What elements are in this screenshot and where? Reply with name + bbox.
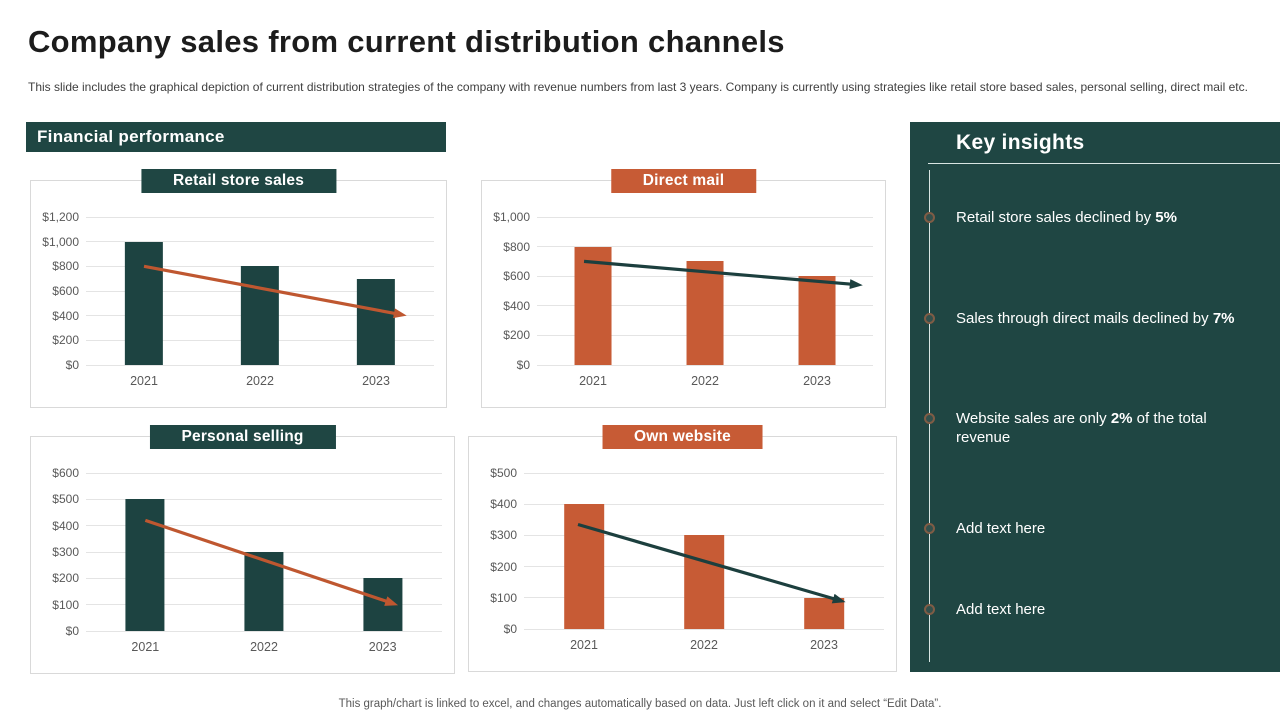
x-axis-tick-label: 2022: [691, 374, 719, 388]
y-axis-tick-label: $1,000: [42, 234, 79, 249]
y-axis-tick-label: $400: [503, 298, 530, 313]
y-axis-tick-label: $0: [65, 358, 79, 372]
bar-2022[interactable]: [240, 266, 280, 365]
chart-retail-store-sales[interactable]: Retail store sales $0 $200 $400 $600 $800 $1,…: [30, 169, 447, 408]
bar-2021[interactable]: [124, 241, 164, 365]
gridline: [86, 216, 434, 218]
x-axis-tick-label: 2022: [250, 640, 278, 654]
gridline: [86, 241, 434, 243]
chart-direct-mail[interactable]: Direct mail $0 $200 $400 $600 $800 $1,000 2021…: [481, 169, 886, 408]
bullet-marker-icon: [924, 313, 935, 324]
chart-plot: $0 $100 $200 $300 $400 $500 $600 2021 2022 2023: [52, 466, 442, 654]
bar-2022[interactable]: [686, 261, 724, 365]
chart-title-banner: Own website: [602, 425, 763, 449]
x-axis-tick-label: 2022: [690, 638, 718, 652]
page-title: Company sales from current distribution …: [28, 24, 785, 59]
y-axis-tick-label: $800: [52, 259, 79, 274]
chart-title-banner: Personal selling: [149, 425, 336, 449]
y-axis-tick-label: $0: [503, 622, 517, 636]
y-axis-tick-label: $300: [490, 528, 517, 543]
page-subtitle: This slide includes the graphical depict…: [28, 80, 1248, 94]
y-axis-tick-label: $100: [490, 590, 517, 605]
footer-note: This graph/chart is linked to excel, and…: [338, 698, 942, 710]
y-axis-tick-label: $0: [65, 624, 79, 638]
bullet-marker-icon: [924, 523, 935, 534]
section-banner-financial-performance: Financial performance: [26, 122, 446, 152]
gridline: [86, 630, 442, 632]
key-insights-divider: [928, 163, 1280, 164]
insight-text: Retail store sales declined by 5%: [956, 209, 1177, 226]
gridline: [524, 503, 884, 505]
chart-title-banner: Direct mail: [610, 169, 757, 193]
gridline: [86, 364, 434, 366]
bullet-marker-icon: [924, 604, 935, 615]
y-axis-tick-label: $200: [52, 333, 79, 348]
chart-plot: $0 $200 $400 $600 $800 $1,000 2021 2022 2023: [493, 210, 873, 388]
y-axis-tick-label: $100: [52, 597, 79, 612]
insight-text: Add text here: [956, 520, 1046, 537]
chart-title-banner: Retail store sales: [140, 169, 337, 193]
y-axis-tick-label: $400: [52, 308, 79, 323]
insight-item-placeholder[interactable]: Add text here: [924, 600, 1238, 619]
bullet-marker-icon: [924, 413, 935, 424]
bullet-marker-icon: [924, 212, 935, 223]
x-axis-tick-label: 2021: [130, 374, 158, 388]
y-axis-tick-label: $200: [503, 328, 530, 343]
x-axis-tick-label: 2023: [810, 638, 838, 652]
x-axis-tick-label: 2023: [362, 374, 390, 388]
bar-2021[interactable]: [574, 246, 612, 365]
y-axis-tick-label: $800: [503, 239, 530, 254]
y-axis-tick-label: $600: [52, 284, 79, 298]
insight-item-placeholder[interactable]: Add text here: [924, 519, 1238, 538]
trend-arrow: [144, 518, 399, 606]
chart-plot: $0 $100 $200 $300 $400 $500 2021 2022 2023: [490, 466, 884, 652]
chart-personal-selling[interactable]: Personal selling $0 $100 $200 $300 $400 $500 $…: [30, 425, 455, 674]
key-insights-title: Key insights: [956, 131, 1085, 154]
y-axis-tick-label: $200: [490, 559, 517, 574]
y-axis-tick-label: $600: [52, 466, 79, 480]
gridline: [537, 216, 873, 218]
gridline: [537, 246, 873, 248]
x-axis-tick-label: 2021: [131, 640, 160, 654]
gridline: [524, 628, 884, 630]
y-axis-tick-label: $600: [503, 269, 530, 284]
y-axis-tick-label: $200: [52, 571, 79, 586]
insight-text: Website sales are only 2% of the total r…: [956, 410, 1207, 446]
y-axis-tick-label: $400: [52, 518, 79, 533]
y-axis-tick-label: $1,200: [42, 210, 79, 224]
key-insights-panel: Key insights Retail store sales declined…: [910, 122, 1280, 672]
bar-2023[interactable]: [356, 278, 396, 365]
x-axis-tick-label: 2023: [803, 374, 831, 388]
insight-text: Sales through direct mails declined by 7…: [956, 310, 1235, 327]
insight-item: Website sales are only 2% of the total r…: [924, 409, 1238, 447]
gridline: [86, 498, 442, 500]
y-axis-tick-label: $300: [52, 545, 79, 559]
x-axis-tick-label: 2023: [368, 640, 397, 654]
insight-item: Retail store sales declined by 5%: [924, 208, 1238, 227]
y-axis-tick-label: $1,000: [493, 210, 530, 224]
insight-text: Add text here: [956, 601, 1046, 618]
trend-arrow: [577, 522, 846, 604]
x-axis-tick-label: 2022: [246, 374, 274, 388]
bar-2022[interactable]: [684, 535, 724, 629]
x-axis-tick-label: 2021: [570, 638, 598, 652]
section-banner-label: Financial performance: [37, 127, 225, 146]
trend-arrow: [583, 259, 863, 290]
y-axis-tick-label: $0: [516, 358, 530, 372]
gridline: [524, 472, 884, 474]
x-axis-tick-label: 2021: [579, 374, 607, 388]
chart-plot: $0 $200 $400 $600 $800 $1,000 $1,200 2021 2022 20…: [42, 210, 434, 388]
bar-2023[interactable]: [798, 276, 836, 365]
y-axis-tick-label: $500: [52, 492, 79, 507]
y-axis-tick-label: $500: [490, 466, 517, 480]
gridline: [537, 364, 873, 366]
y-axis-tick-label: $400: [490, 497, 517, 512]
trend-arrow: [143, 264, 407, 319]
gridline: [86, 472, 442, 474]
gridline: [86, 525, 442, 527]
chart-own-website[interactable]: Own website $0 $100 $200 $300 $400 $500 2021 20…: [468, 425, 897, 672]
insight-item: Sales through direct mails declined by 7…: [924, 309, 1238, 328]
